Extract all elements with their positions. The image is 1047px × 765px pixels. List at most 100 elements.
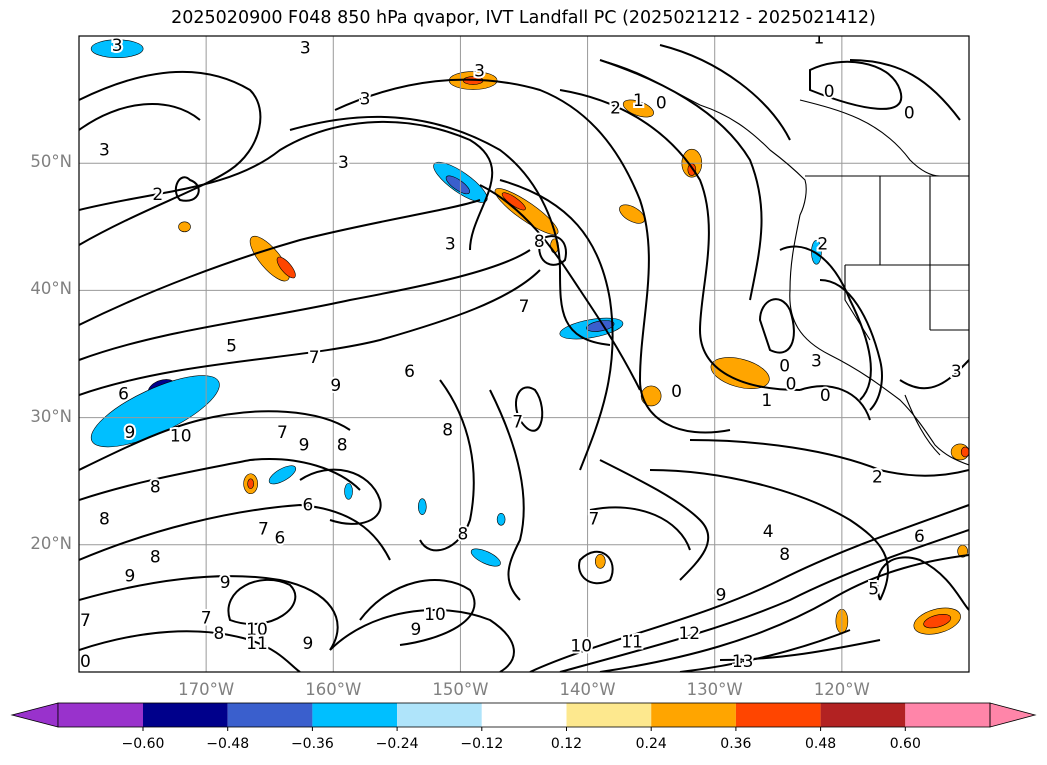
contour-label: 8 <box>150 478 161 498</box>
colorbar-segment <box>58 703 143 727</box>
contour-label: 9 <box>124 567 135 587</box>
contour-label: 1 <box>633 91 644 111</box>
contour-line <box>79 103 201 131</box>
shading-blob <box>249 235 290 282</box>
contour-line <box>559 89 801 391</box>
gridlines <box>79 36 969 672</box>
shading-blob <box>640 385 662 407</box>
contour-label: 2 <box>872 467 883 487</box>
contour-label: 0 <box>671 382 682 402</box>
contour-label: 6 <box>404 362 415 382</box>
north-america-coast <box>599 59 969 466</box>
contour-label: 8 <box>213 624 224 644</box>
colorbar-segment <box>312 703 398 727</box>
lat-tick-label: 40°N <box>30 279 72 299</box>
contour-label: 3 <box>112 36 123 56</box>
shading-blob <box>90 39 144 59</box>
contour-label: 6 <box>914 527 925 547</box>
shading-blob <box>619 204 645 224</box>
contour-line <box>329 609 515 672</box>
contour-label: 3 <box>474 62 485 82</box>
colorbar-tick-label: −0.36 <box>290 736 334 752</box>
contour-label: 8 <box>534 232 545 252</box>
contour-label: 2 <box>152 185 163 205</box>
shading-blob <box>594 554 606 569</box>
contour-line <box>479 184 641 391</box>
contour-line <box>79 575 339 651</box>
lon-tick-label: 120°W <box>813 680 870 699</box>
colorbar-segment <box>820 703 906 727</box>
contour-label: 3 <box>360 90 371 110</box>
contour-line <box>79 458 361 501</box>
contour-line <box>227 579 297 626</box>
contour-line <box>79 269 541 396</box>
contour-line <box>876 556 969 611</box>
contour-label: 13 <box>732 652 754 672</box>
contour-line <box>334 78 731 434</box>
shading-blob <box>276 256 296 279</box>
contour-label: 10 <box>570 637 592 657</box>
contour-line <box>489 389 525 601</box>
contour-line <box>359 579 476 646</box>
colorbar-extend-high <box>989 702 1037 728</box>
lat-tick-label: 20°N <box>30 533 72 553</box>
contour-label: 3 <box>300 39 311 59</box>
contour-line <box>659 44 791 141</box>
contour-label: 8 <box>150 548 161 568</box>
colorbar-tick-label: 0.60 <box>889 736 921 752</box>
colorbar-segment <box>566 703 652 727</box>
contour-line <box>79 410 351 471</box>
contour-line <box>819 279 883 411</box>
colorbar-segment <box>735 703 821 727</box>
baja-coast <box>904 394 941 456</box>
contour-label: 7 <box>309 348 320 368</box>
lon-tick-label: 130°W <box>686 680 743 699</box>
colorbar-tick-label: −0.24 <box>375 736 419 752</box>
lat-tick-label: 50°N <box>30 152 72 172</box>
contour-line <box>689 439 969 477</box>
contour-label: 6 <box>118 385 129 405</box>
contour-line <box>79 120 494 251</box>
shading-blob <box>268 465 297 485</box>
colorbar-tick-label: −0.48 <box>206 736 250 752</box>
contour-label: 7 <box>80 611 91 631</box>
shading-blob <box>710 357 770 389</box>
contour-label: 0 <box>904 104 915 124</box>
colorbar-tick-label: 0.48 <box>805 736 837 752</box>
shading-blob <box>417 498 427 515</box>
contour-label: 0 <box>786 375 797 395</box>
contour-label: 9 <box>124 423 135 443</box>
contour-line <box>758 298 795 354</box>
contour-line <box>599 459 710 581</box>
contour-label: 9 <box>330 376 341 396</box>
contour-line <box>589 506 691 551</box>
ivt-contours <box>79 44 969 672</box>
contour-line <box>79 249 531 361</box>
colorbar-extend-low <box>10 702 59 728</box>
shading-layer <box>90 39 969 635</box>
contour-label: 7 <box>589 509 600 529</box>
contour-label: 3 <box>811 352 822 372</box>
contour-label: 8 <box>442 420 453 440</box>
contour-label: 9 <box>716 586 727 606</box>
contour-line <box>779 245 872 401</box>
contour-line <box>529 504 969 672</box>
contour-label: 10 <box>424 605 446 625</box>
lon-tick-label: 170°W <box>178 680 235 699</box>
contour-label: 2 <box>817 235 828 255</box>
contour-line <box>79 199 481 326</box>
lon-tick-label: 150°W <box>432 680 489 699</box>
colorbar-segment <box>143 703 228 727</box>
lat-tick-label: 30°N <box>30 406 72 426</box>
colorbar-tick-label: −0.60 <box>121 736 165 752</box>
contour-label: 6 <box>302 495 313 515</box>
contour-label: 7 <box>258 520 269 540</box>
contour-line <box>599 59 763 301</box>
contour-line <box>79 70 262 246</box>
contour-label: 3 <box>338 153 349 173</box>
contour-label: 11 <box>246 634 268 654</box>
map-background <box>79 36 969 672</box>
contour-line <box>499 179 614 471</box>
contour-label: 10 <box>246 620 268 640</box>
